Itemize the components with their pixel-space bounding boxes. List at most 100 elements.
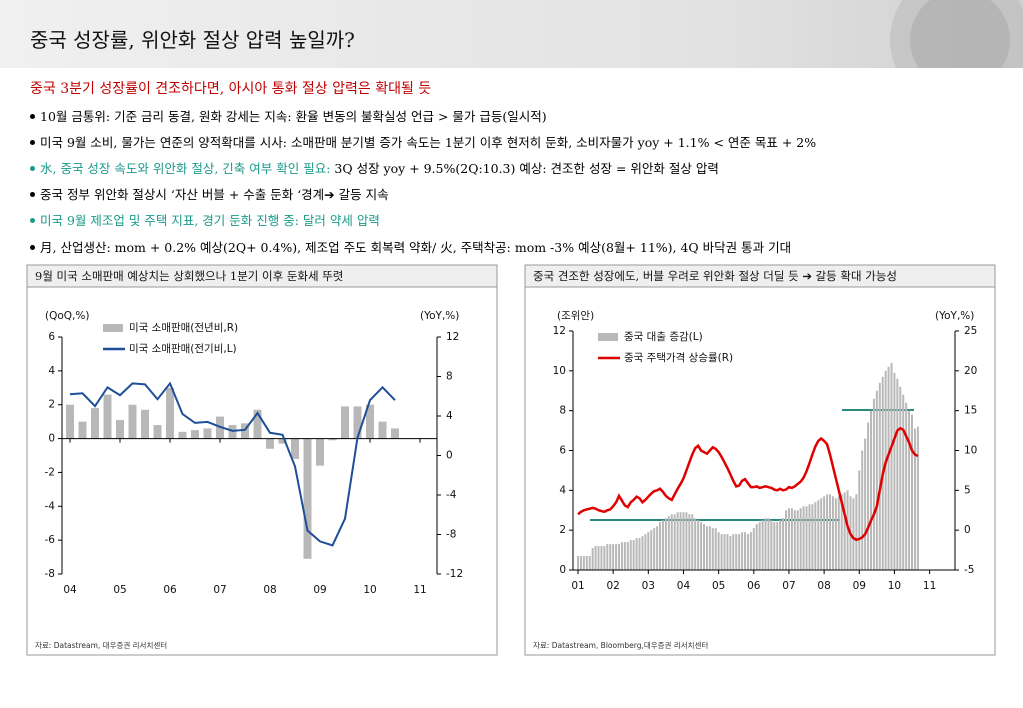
bar xyxy=(752,528,755,570)
bar xyxy=(808,504,811,570)
bar xyxy=(802,506,805,570)
bar xyxy=(266,438,274,449)
bar xyxy=(770,520,773,570)
x-tick-label: 08 xyxy=(263,584,276,596)
bar xyxy=(673,514,676,570)
bar xyxy=(700,522,703,570)
y-tick-label: 6 xyxy=(559,445,566,457)
bar xyxy=(609,544,612,570)
bullet: 10월 금통위: 기준 금리 동결, 원화 강세는 지속: 환율 변동의 불확실… xyxy=(30,106,547,125)
bar xyxy=(241,423,249,439)
bar xyxy=(720,534,723,570)
y-tick-label: 10 xyxy=(553,365,566,377)
legend-swatch xyxy=(103,324,123,332)
y2-tick-label: 20 xyxy=(964,365,977,377)
bar xyxy=(905,402,908,570)
bar xyxy=(653,528,656,570)
y2-tick-label: 0 xyxy=(446,450,453,462)
y-tick-label: 12 xyxy=(553,325,566,337)
bar xyxy=(872,398,875,570)
bar xyxy=(618,544,621,570)
bar xyxy=(787,508,790,570)
bullet-text: 月, 산업생산: mom + 0.2% 예상(2Q+ 0.4%), 제조업 주도… xyxy=(40,240,792,255)
bar xyxy=(667,516,670,570)
bar xyxy=(588,556,591,570)
y-tick-label: 4 xyxy=(559,484,566,496)
bar xyxy=(626,542,629,570)
x-tick-label: 10 xyxy=(363,584,376,596)
x-tick-label: 05 xyxy=(113,584,126,596)
bar xyxy=(732,534,735,570)
x-tick-label: 07 xyxy=(213,584,226,596)
bar xyxy=(341,406,349,439)
bar xyxy=(828,494,831,570)
legend-label: 중국 대출 증감(L) xyxy=(624,331,703,343)
bar xyxy=(782,518,785,570)
bar xyxy=(758,522,761,570)
bar xyxy=(635,538,638,570)
y-axis-label: (QoQ,%) xyxy=(45,310,89,322)
bar xyxy=(103,394,112,439)
bullet-text: 미국 9월 제조업 및 주택 지표, 경기 둔화 진행 중: 달러 약세 압력 xyxy=(40,213,380,228)
bar xyxy=(594,546,597,570)
bar xyxy=(790,508,793,570)
bar xyxy=(620,542,623,570)
x-tick-label: 04 xyxy=(63,584,77,596)
bar xyxy=(676,512,679,570)
bar xyxy=(858,470,861,570)
bar xyxy=(749,532,752,570)
y-tick-label: -6 xyxy=(45,534,56,546)
bar xyxy=(353,406,362,439)
bar xyxy=(694,518,697,570)
bullet: 미국 9월 소비, 물가는 연준의 양적확대를 시사: 소매판매 분기별 증가 … xyxy=(30,132,816,151)
bar xyxy=(823,496,826,570)
bar xyxy=(729,536,732,570)
bar xyxy=(902,394,905,570)
y-tick-label: 2 xyxy=(48,399,55,411)
bar xyxy=(615,544,618,570)
bar xyxy=(831,496,834,570)
globe-decoration xyxy=(890,0,1023,68)
chart-title: 중국 견조한 성장에도, 버블 우려로 위안화 절상 더딜 듯 ➔ 갈등 확대 … xyxy=(533,269,897,283)
bar xyxy=(884,370,887,570)
bar xyxy=(682,512,685,570)
y2-axis-label: (YoY,%) xyxy=(420,310,459,322)
bar xyxy=(913,428,916,570)
bar xyxy=(303,438,312,559)
bar xyxy=(840,494,843,570)
bar xyxy=(253,409,262,439)
bullet-text: 水, 중국 성장 속도와 위안화 절상, 긴축 여부 확인 필요: xyxy=(40,161,331,176)
bar xyxy=(843,492,846,570)
bar xyxy=(316,438,324,466)
y-tick-label: -4 xyxy=(45,500,56,512)
y2-tick-label: 10 xyxy=(964,445,977,457)
bar xyxy=(779,520,782,570)
bullet: 미국 9월 제조업 및 주택 지표, 경기 둔화 진행 중: 달러 약세 압력 xyxy=(30,210,380,229)
y2-tick-label: 8 xyxy=(446,371,453,383)
bar xyxy=(291,438,299,459)
bar xyxy=(864,438,867,570)
bar xyxy=(697,520,700,570)
chart-box xyxy=(26,264,498,656)
bar xyxy=(878,382,881,570)
bar xyxy=(656,526,659,570)
bar xyxy=(650,530,653,570)
bullet-text: 3Q 성장 yoy + 9.5%(2Q:10.3) 예상: 견조한 성장 = 위… xyxy=(330,161,719,176)
y-tick-label: 0 xyxy=(48,433,55,445)
bar xyxy=(875,390,878,570)
bar xyxy=(585,556,588,570)
line-series xyxy=(577,426,919,542)
bar xyxy=(834,498,837,570)
bar xyxy=(328,438,337,441)
bar xyxy=(776,522,779,570)
bar xyxy=(861,450,864,570)
bar xyxy=(679,512,682,570)
header-band: 중국 성장률, 위안화 절상 압력 높일까? xyxy=(0,0,1023,68)
y-tick-label: -2 xyxy=(45,466,55,478)
bar xyxy=(691,514,694,570)
y2-tick-label: 5 xyxy=(964,484,971,496)
bullet: 月, 산업생산: mom + 0.2% 예상(2Q+ 0.4%), 제조업 주도… xyxy=(30,237,791,256)
bar xyxy=(799,508,802,570)
bar xyxy=(908,410,911,570)
bar xyxy=(166,387,174,439)
